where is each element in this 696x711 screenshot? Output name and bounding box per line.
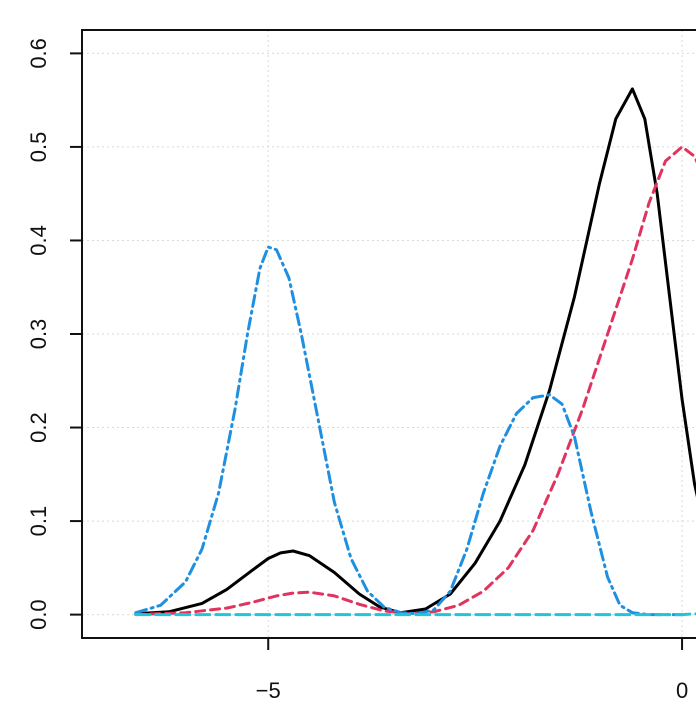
y-tick-label: 0.1 <box>26 506 51 537</box>
y-tick-label: 0.2 <box>26 412 51 443</box>
y-tick-label: 0.6 <box>26 38 51 69</box>
series-layer <box>134 87 696 617</box>
series-line-0 <box>134 87 696 616</box>
y-tick-label: 0.5 <box>26 132 51 163</box>
y-tick-label: 0.4 <box>26 225 51 256</box>
y-tick-label: 0.0 <box>26 599 51 630</box>
x-tick-label: −5 <box>256 678 281 703</box>
series-line-1 <box>134 145 696 617</box>
x-tick-label: 0 <box>676 678 688 703</box>
series-line-2 <box>134 245 684 617</box>
y-tick-label: 0.3 <box>26 319 51 350</box>
axis-layer: 0.0 0.1 0.2 0.3 0.4 0.5 0.6 −5 0 <box>26 38 688 703</box>
grid-layer <box>82 30 696 638</box>
